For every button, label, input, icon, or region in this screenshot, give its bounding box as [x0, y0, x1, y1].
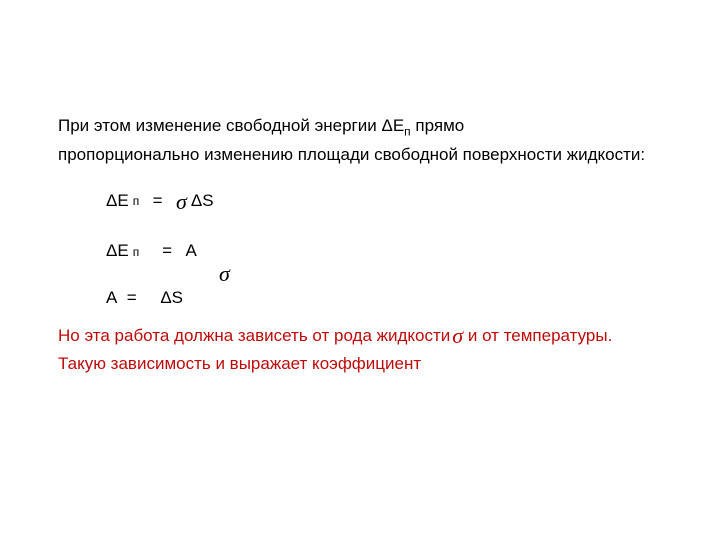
eq2-eq: = [143, 240, 181, 263]
slide-content: При этом изменение свободной энергии ΔЕ п… [58, 115, 678, 377]
equation-1: ΔЕп = σ ΔS [106, 187, 678, 217]
eq2-rhs: А [185, 240, 196, 263]
equation-2: ΔЕп = А [106, 240, 678, 263]
sigma-icon: σ [452, 320, 463, 352]
paragraph-2: пропорционально изменению площади свобод… [58, 144, 678, 167]
eq1-eq: = [143, 190, 172, 213]
equation-3: σ А = ΔS [106, 287, 678, 310]
eq1-rhs: ΔS [191, 190, 214, 213]
sigma-icon: σ [176, 187, 187, 217]
note-red: Но эта работа должна зависеть от рода жи… [58, 320, 678, 377]
paragraph-1: При этом изменение свободной энергии ΔЕ п… [58, 115, 678, 140]
eq1-lhs-sub: п [133, 193, 140, 209]
para1-pre: При этом изменение свободной энергии ΔЕ [58, 116, 404, 135]
para1-post: прямо [411, 116, 465, 135]
red-line1-pre: Но эта работа должна зависеть от рода жи… [58, 326, 450, 345]
eq2-lhs-sub: п [133, 244, 140, 260]
eq2-lhs-pre: ΔЕ [106, 240, 129, 263]
eq1-lhs-pre: ΔЕ [106, 190, 129, 213]
eq3-lhs: А = ΔS [106, 287, 183, 310]
red-line2: Такую зависимость и выражает коэффициент [58, 354, 421, 373]
red-line1-post: и от температуры. [463, 326, 612, 345]
sigma-icon: σ [219, 259, 230, 289]
